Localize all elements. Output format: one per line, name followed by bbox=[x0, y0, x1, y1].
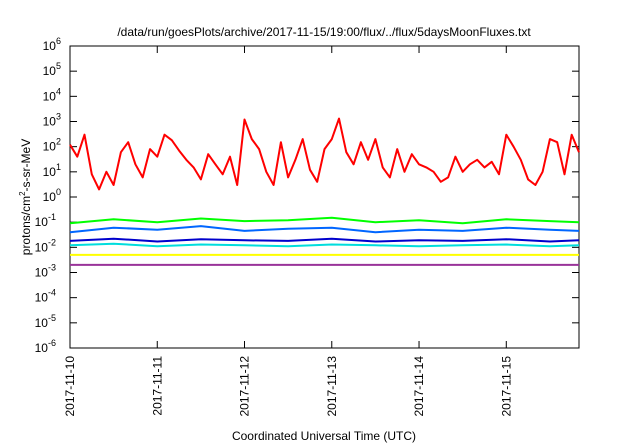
y-tick-exponent: 1 bbox=[56, 162, 61, 172]
plot-area bbox=[69, 45, 580, 349]
y-tick: 10-1 bbox=[35, 212, 56, 229]
series-line-5 bbox=[69, 237, 580, 243]
y-tick-label: 101 bbox=[43, 162, 61, 179]
chart-title: /data/run/goesPlots/archive/2017-11-15/1… bbox=[117, 25, 531, 39]
y-tick: 100 bbox=[43, 187, 61, 204]
y-tick-label: 10-2 bbox=[35, 237, 56, 254]
y-tick-base: 10 bbox=[35, 291, 49, 305]
y-tick-label: 102 bbox=[43, 137, 61, 154]
y-tick: 10-5 bbox=[35, 313, 56, 330]
series-layer bbox=[69, 117, 580, 266]
y-tick: 104 bbox=[43, 86, 61, 103]
series-line-4 bbox=[69, 242, 580, 248]
y-tick-base: 10 bbox=[35, 266, 49, 280]
y-tick-exponent: 4 bbox=[56, 86, 61, 96]
y-tick-label: 104 bbox=[43, 86, 61, 103]
y-tick-exponent: -1 bbox=[48, 212, 56, 222]
y-tick-label: 10-3 bbox=[35, 263, 56, 280]
series-line-3 bbox=[69, 225, 580, 234]
x-tick-label: 2017-11-14 bbox=[412, 356, 426, 417]
y-tick: 103 bbox=[43, 112, 61, 129]
y-tick-base: 10 bbox=[35, 341, 49, 355]
y-tick-exponent: -2 bbox=[48, 237, 56, 247]
x-axis-label: Coordinated Universal Time (UTC) bbox=[232, 429, 416, 443]
y-tick-base: 10 bbox=[43, 64, 57, 78]
y-tick-exponent: -6 bbox=[48, 338, 56, 348]
y-tick-label: 100 bbox=[43, 187, 61, 204]
y-tick-base: 10 bbox=[35, 240, 49, 254]
y-tick-label: 105 bbox=[43, 61, 61, 78]
y-tick-label: 10-4 bbox=[35, 288, 56, 305]
y-tick-exponent: 2 bbox=[56, 137, 61, 147]
y-tick: 10-2 bbox=[35, 237, 56, 254]
y-tick-base: 10 bbox=[35, 215, 49, 229]
y-tick-label: 106 bbox=[43, 36, 61, 53]
x-tick-label: 2017-11-13 bbox=[325, 356, 339, 417]
y-tick-label: 10-5 bbox=[35, 313, 56, 330]
x-tick-label: 2017-11-12 bbox=[238, 356, 252, 417]
x-tick-label: 2017-11-15 bbox=[499, 356, 513, 417]
y-tick-base: 10 bbox=[35, 316, 49, 330]
y-tick-base: 10 bbox=[43, 115, 57, 129]
y-tick: 10-6 bbox=[35, 338, 56, 355]
y-tick-exponent: 6 bbox=[56, 36, 61, 46]
y-tick-base: 10 bbox=[43, 165, 57, 179]
y-tick-base: 10 bbox=[43, 39, 57, 53]
series-line-2 bbox=[69, 216, 580, 225]
y-tick: 105 bbox=[43, 61, 61, 78]
y-tick-base: 10 bbox=[43, 140, 57, 154]
x-tick-label: 2017-11-10 bbox=[63, 356, 77, 417]
y-tick-exponent: 0 bbox=[56, 187, 61, 197]
y-axis-label-rest: -s-sr-MeV bbox=[19, 139, 33, 192]
y-tick: 106 bbox=[43, 36, 61, 53]
y-tick: 102 bbox=[43, 137, 61, 154]
y-axis-label-sup: 2 bbox=[18, 191, 27, 196]
y-tick: 10-4 bbox=[35, 288, 56, 305]
y-tick-exponent: 5 bbox=[56, 61, 61, 71]
y-tick-base: 10 bbox=[43, 89, 57, 103]
y-tick-label: 103 bbox=[43, 112, 61, 129]
series-line-1 bbox=[69, 117, 580, 191]
x-tick-label: 2017-11-11 bbox=[150, 356, 164, 416]
y-tick-label: 10-6 bbox=[35, 338, 56, 355]
y-tick-base: 10 bbox=[43, 190, 57, 204]
y-tick-exponent: -5 bbox=[48, 313, 56, 323]
y-axis-label: protons/cm2-s-sr-MeV bbox=[18, 139, 33, 255]
y-tick: 101 bbox=[43, 162, 61, 179]
y-tick-exponent: 3 bbox=[56, 112, 61, 122]
y-tick: 10-3 bbox=[35, 263, 56, 280]
tick-layer: 10-610-510-410-310-210-11001011021031041… bbox=[35, 36, 579, 417]
y-tick-exponent: -3 bbox=[48, 263, 56, 273]
y-tick-exponent: -4 bbox=[48, 288, 56, 298]
y-axis-label-base: protons/cm bbox=[19, 196, 33, 255]
y-tick-label: 10-1 bbox=[35, 212, 56, 229]
